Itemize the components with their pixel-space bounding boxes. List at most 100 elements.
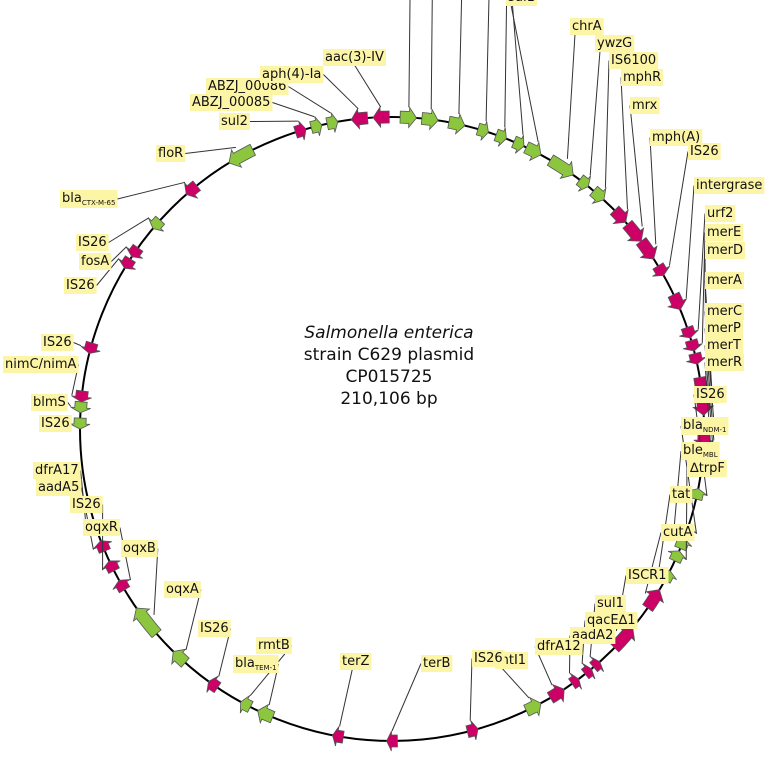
gene-arrow-aph-4-ia-59 (350, 107, 369, 130)
gene-label-bg-44 (70, 496, 103, 513)
gene-arrow-blatem-1-38 (257, 703, 276, 725)
leader-line-53 (108, 217, 150, 243)
organism-name: Salmonella enterica (304, 323, 473, 343)
gene-arrow-mphr-10 (609, 205, 629, 225)
gene-label-bg-20 (705, 320, 744, 337)
gene-label-bg-45 (36, 479, 82, 496)
leader-line-6 (510, 4, 539, 143)
leader-line-59 (323, 74, 359, 110)
gene-label-bg-43 (83, 519, 120, 536)
gene-arrow-blms-48 (70, 400, 91, 414)
gene-arrow-trpf-26 (667, 550, 687, 564)
gene-label-is26-47: IS26 (41, 416, 70, 431)
gene-label-blactx-m-65-54: blaCTX-M-65 (62, 191, 115, 207)
gene-label-aac-3-iv-60: aac(3)-IV (325, 50, 384, 65)
leader-line-54 (117, 181, 186, 200)
gene-label-bg-23 (694, 386, 727, 403)
gene-label-bg-11 (630, 97, 660, 114)
gene-label-bg-48 (31, 394, 68, 411)
gene-label-oqxa-41: oqxA (166, 582, 199, 597)
gene-label-bg-50 (41, 334, 74, 351)
gene-arrow-is26-35 (465, 720, 479, 741)
gene-label-bg-38 (233, 655, 279, 673)
gene-label-mrx-11: mrx (632, 98, 658, 113)
plasmid-backbone (79, 116, 705, 742)
gene-arrows (69, 105, 715, 752)
gene-arrow-is26-44 (101, 560, 121, 574)
gene-label-bg-21 (705, 337, 744, 354)
gene-label-bg-25 (681, 442, 720, 460)
gene-arrow-oqxa-41 (171, 648, 190, 668)
gene-label-bg-55 (156, 145, 186, 162)
gene-label-mphr-10: mphR (623, 70, 661, 85)
gene-label-bg-30 (595, 595, 626, 612)
gene-arrow-terz-37 (332, 726, 345, 747)
gene-label-blembl-25: bleMBL (683, 443, 718, 459)
gene-label-is26-44: IS26 (72, 497, 101, 512)
gene-label-oqxr-43: oqxR (85, 520, 118, 535)
leader-line-26 (685, 468, 688, 561)
leader-line-52 (110, 246, 127, 262)
gene-label-sul1-30: sul1 (597, 596, 624, 611)
gene-label-merp-20: merP (707, 321, 741, 336)
gene-label-bg-18 (705, 272, 745, 289)
gene-arrow-aac-3-iv-60 (372, 105, 390, 129)
gene-arrow-sul1-30 (589, 656, 604, 673)
gene-arrow-arr-3-4 (493, 127, 507, 147)
gene-label-abzj-00085-57: ABZJ_00085 (192, 95, 270, 110)
gene-label-bg-36 (421, 655, 453, 672)
gene-arrow-abzj-00086-58 (325, 112, 339, 133)
gene-label-is6100-9: IS6100 (611, 53, 656, 68)
gene-arrow-is6100-9 (589, 185, 607, 205)
leader-line-3 (485, 0, 490, 122)
leader-line-5 (511, 0, 524, 135)
leader-line-42 (153, 548, 159, 615)
gene-label-aph-4-ia-59: aph(4)-Ia (262, 67, 321, 82)
gene-label-bg-26 (687, 460, 727, 477)
gene-labels: IS26aac(6')Ib-crblaOXA-1catB3arr-3qacE∆1… (3, 0, 765, 673)
gene-label-is26-53: IS26 (78, 235, 107, 250)
gene-label-ywzg-8: ywzG (597, 36, 632, 51)
gene-label-is26-40: IS26 (200, 621, 229, 636)
gene-label-bg-33 (535, 638, 583, 655)
gene-label-aada5-45: aadA5 (38, 480, 79, 495)
leader-line-58 (288, 86, 331, 114)
gene-label-mere-16: merE (707, 225, 741, 240)
gene-label-is26-35: IS26 (474, 651, 503, 666)
gene-arrow-mrx-11 (622, 219, 645, 242)
gene-label-bg-40 (198, 620, 231, 637)
gene-label-bg-42 (121, 540, 158, 557)
gene-label-bg-53 (76, 234, 109, 251)
leader-line-7 (566, 33, 576, 159)
leader-line-8 (589, 50, 601, 176)
gene-label-bg-17 (705, 242, 746, 259)
gene-label-dfra17-46: dfrA17 (35, 463, 79, 478)
gene-label-bg-54 (60, 190, 118, 208)
gene-arrow-is26-53 (148, 215, 166, 232)
leader-line-4 (504, 0, 508, 128)
gene-label-bg-9 (609, 52, 659, 69)
gene-label-sul1-6: sul1 (508, 0, 535, 5)
gene-arrow-flor-55 (228, 143, 257, 168)
gene-label-nimc-nima-49: nimC/nimA (5, 357, 76, 372)
gene-label-bg-37 (340, 653, 372, 670)
plasmid-size: 210,106 bp (340, 389, 437, 409)
gene-arrow-abzj-00085-57 (309, 116, 323, 136)
gene-label-bg-27 (670, 486, 693, 503)
gene-arrow-nimc-nima-49 (71, 389, 92, 403)
leader-line-48 (67, 402, 72, 407)
gene-label-fosa-52: fosA (81, 254, 109, 269)
gene-label-bg-59 (260, 66, 324, 83)
gene-arrow-oqxb-42 (132, 607, 162, 639)
gene-label-bg-8 (595, 35, 635, 52)
gene-label-merd-17: merD (707, 243, 743, 258)
gene-arrow-rmtb-39 (239, 695, 254, 714)
gene-label-is26-23: IS26 (696, 387, 725, 402)
gene-label-trpf-26: ∆trpF (689, 461, 725, 476)
gene-label-urf2-15: urf2 (707, 206, 733, 221)
gene-label-blms-48: blmS (33, 395, 66, 410)
gene-arrow-qace-1-31 (580, 663, 596, 680)
gene-label-bg-7 (570, 18, 604, 35)
